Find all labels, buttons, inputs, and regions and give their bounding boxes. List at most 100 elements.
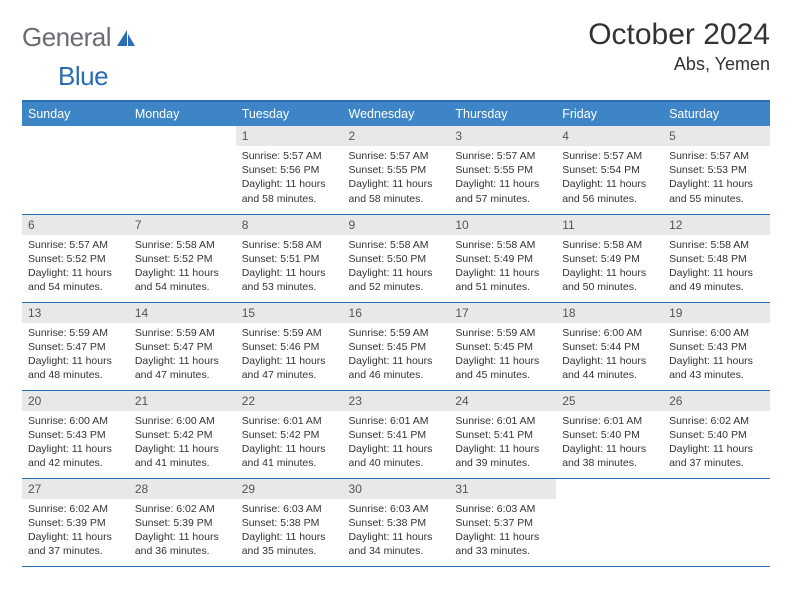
calendar-day-cell: 10Sunrise: 5:58 AMSunset: 5:49 PMDayligh…	[449, 214, 556, 302]
day-details: Sunrise: 6:03 AMSunset: 5:37 PMDaylight:…	[449, 499, 556, 563]
day-number: 30	[343, 479, 450, 499]
calendar-day-cell: 28Sunrise: 6:02 AMSunset: 5:39 PMDayligh…	[129, 478, 236, 566]
day-details: Sunrise: 6:03 AMSunset: 5:38 PMDaylight:…	[343, 499, 450, 563]
day-number: 5	[663, 126, 770, 146]
calendar-day-cell: 17Sunrise: 5:59 AMSunset: 5:45 PMDayligh…	[449, 302, 556, 390]
calendar-day-cell: 16Sunrise: 5:59 AMSunset: 5:45 PMDayligh…	[343, 302, 450, 390]
calendar-day-cell: 12Sunrise: 5:58 AMSunset: 5:48 PMDayligh…	[663, 214, 770, 302]
calendar-day-cell: ..	[663, 478, 770, 566]
sail-icon	[115, 28, 137, 48]
logo-text-blue: Blue	[58, 61, 108, 92]
day-number: 23	[343, 391, 450, 411]
day-details: Sunrise: 5:58 AMSunset: 5:51 PMDaylight:…	[236, 235, 343, 299]
weekday-header: Monday	[129, 101, 236, 126]
day-details: Sunrise: 5:58 AMSunset: 5:49 PMDaylight:…	[449, 235, 556, 299]
calendar-day-cell: 23Sunrise: 6:01 AMSunset: 5:41 PMDayligh…	[343, 390, 450, 478]
weekday-header: Saturday	[663, 101, 770, 126]
calendar-day-cell: 4Sunrise: 5:57 AMSunset: 5:54 PMDaylight…	[556, 126, 663, 214]
calendar-day-cell: 2Sunrise: 5:57 AMSunset: 5:55 PMDaylight…	[343, 126, 450, 214]
day-number: 14	[129, 303, 236, 323]
day-number: 12	[663, 215, 770, 235]
day-number: 24	[449, 391, 556, 411]
day-number: 9	[343, 215, 450, 235]
weekday-header: Tuesday	[236, 101, 343, 126]
calendar-week-row: 13Sunrise: 5:59 AMSunset: 5:47 PMDayligh…	[22, 302, 770, 390]
day-details: Sunrise: 6:03 AMSunset: 5:38 PMDaylight:…	[236, 499, 343, 563]
day-number: 1	[236, 126, 343, 146]
day-details: Sunrise: 6:02 AMSunset: 5:40 PMDaylight:…	[663, 411, 770, 475]
day-details: Sunrise: 6:00 AMSunset: 5:43 PMDaylight:…	[22, 411, 129, 475]
title-block: October 2024 Abs, Yemen	[588, 18, 770, 75]
calendar-day-cell: 24Sunrise: 6:01 AMSunset: 5:41 PMDayligh…	[449, 390, 556, 478]
calendar-day-cell: 6Sunrise: 5:57 AMSunset: 5:52 PMDaylight…	[22, 214, 129, 302]
day-number: 15	[236, 303, 343, 323]
day-number: 19	[663, 303, 770, 323]
calendar-day-cell: ..	[22, 126, 129, 214]
day-details: Sunrise: 5:57 AMSunset: 5:55 PMDaylight:…	[343, 146, 450, 210]
day-number: 21	[129, 391, 236, 411]
day-details: Sunrise: 6:00 AMSunset: 5:44 PMDaylight:…	[556, 323, 663, 387]
day-details: Sunrise: 5:59 AMSunset: 5:47 PMDaylight:…	[129, 323, 236, 387]
calendar-day-cell: 22Sunrise: 6:01 AMSunset: 5:42 PMDayligh…	[236, 390, 343, 478]
day-details: Sunrise: 5:58 AMSunset: 5:49 PMDaylight:…	[556, 235, 663, 299]
calendar-day-cell: 18Sunrise: 6:00 AMSunset: 5:44 PMDayligh…	[556, 302, 663, 390]
calendar-day-cell: 19Sunrise: 6:00 AMSunset: 5:43 PMDayligh…	[663, 302, 770, 390]
day-details: Sunrise: 5:58 AMSunset: 5:48 PMDaylight:…	[663, 235, 770, 299]
calendar-day-cell: 14Sunrise: 5:59 AMSunset: 5:47 PMDayligh…	[129, 302, 236, 390]
day-number: 17	[449, 303, 556, 323]
day-number: 26	[663, 391, 770, 411]
day-number: 10	[449, 215, 556, 235]
logo-text-general: General	[22, 22, 111, 53]
calendar-day-cell: 27Sunrise: 6:02 AMSunset: 5:39 PMDayligh…	[22, 478, 129, 566]
day-number: 11	[556, 215, 663, 235]
calendar-week-row: 20Sunrise: 6:00 AMSunset: 5:43 PMDayligh…	[22, 390, 770, 478]
day-details: Sunrise: 5:58 AMSunset: 5:50 PMDaylight:…	[343, 235, 450, 299]
weekday-header: Thursday	[449, 101, 556, 126]
day-details: Sunrise: 5:59 AMSunset: 5:45 PMDaylight:…	[449, 323, 556, 387]
day-details: Sunrise: 5:59 AMSunset: 5:46 PMDaylight:…	[236, 323, 343, 387]
calendar-week-row: 27Sunrise: 6:02 AMSunset: 5:39 PMDayligh…	[22, 478, 770, 566]
calendar-table: SundayMondayTuesdayWednesdayThursdayFrid…	[22, 100, 770, 567]
day-details: Sunrise: 6:00 AMSunset: 5:43 PMDaylight:…	[663, 323, 770, 387]
day-number: 4	[556, 126, 663, 146]
day-number: 22	[236, 391, 343, 411]
calendar-day-cell: 31Sunrise: 6:03 AMSunset: 5:37 PMDayligh…	[449, 478, 556, 566]
day-number: 31	[449, 479, 556, 499]
calendar-day-cell: 1Sunrise: 5:57 AMSunset: 5:56 PMDaylight…	[236, 126, 343, 214]
calendar-week-row: 6Sunrise: 5:57 AMSunset: 5:52 PMDaylight…	[22, 214, 770, 302]
calendar-day-cell: 30Sunrise: 6:03 AMSunset: 5:38 PMDayligh…	[343, 478, 450, 566]
day-details: Sunrise: 5:59 AMSunset: 5:45 PMDaylight:…	[343, 323, 450, 387]
day-details: Sunrise: 5:58 AMSunset: 5:52 PMDaylight:…	[129, 235, 236, 299]
day-number: 2	[343, 126, 450, 146]
weekday-header: Wednesday	[343, 101, 450, 126]
day-details: Sunrise: 6:01 AMSunset: 5:41 PMDaylight:…	[449, 411, 556, 475]
location: Abs, Yemen	[588, 54, 770, 75]
day-number: 29	[236, 479, 343, 499]
calendar-day-cell: 3Sunrise: 5:57 AMSunset: 5:55 PMDaylight…	[449, 126, 556, 214]
calendar-body: .... 1Sunrise: 5:57 AMSunset: 5:56 PMDayl…	[22, 126, 770, 566]
month-title: October 2024	[588, 18, 770, 52]
calendar-week-row: ....1Sunrise: 5:57 AMSunset: 5:56 PMDayl…	[22, 126, 770, 214]
day-number: 8	[236, 215, 343, 235]
day-details: Sunrise: 6:01 AMSunset: 5:42 PMDaylight:…	[236, 411, 343, 475]
day-details: Sunrise: 5:59 AMSunset: 5:47 PMDaylight:…	[22, 323, 129, 387]
day-details: Sunrise: 6:00 AMSunset: 5:42 PMDaylight:…	[129, 411, 236, 475]
weekday-header: Friday	[556, 101, 663, 126]
day-number: 28	[129, 479, 236, 499]
calendar-day-cell: ..	[556, 478, 663, 566]
calendar-day-cell: 26Sunrise: 6:02 AMSunset: 5:40 PMDayligh…	[663, 390, 770, 478]
day-number: 20	[22, 391, 129, 411]
calendar-day-cell: 5Sunrise: 5:57 AMSunset: 5:53 PMDaylight…	[663, 126, 770, 214]
calendar-day-cell: 29Sunrise: 6:03 AMSunset: 5:38 PMDayligh…	[236, 478, 343, 566]
calendar-day-cell: 11Sunrise: 5:58 AMSunset: 5:49 PMDayligh…	[556, 214, 663, 302]
day-details: Sunrise: 6:01 AMSunset: 5:40 PMDaylight:…	[556, 411, 663, 475]
day-number: 25	[556, 391, 663, 411]
calendar-day-cell: 9Sunrise: 5:58 AMSunset: 5:50 PMDaylight…	[343, 214, 450, 302]
calendar-day-cell: 7Sunrise: 5:58 AMSunset: 5:52 PMDaylight…	[129, 214, 236, 302]
calendar-day-cell: 13Sunrise: 5:59 AMSunset: 5:47 PMDayligh…	[22, 302, 129, 390]
day-number: 7	[129, 215, 236, 235]
calendar-day-cell: 21Sunrise: 6:00 AMSunset: 5:42 PMDayligh…	[129, 390, 236, 478]
day-number: 16	[343, 303, 450, 323]
logo: General	[22, 18, 139, 53]
calendar-day-cell: 8Sunrise: 5:58 AMSunset: 5:51 PMDaylight…	[236, 214, 343, 302]
